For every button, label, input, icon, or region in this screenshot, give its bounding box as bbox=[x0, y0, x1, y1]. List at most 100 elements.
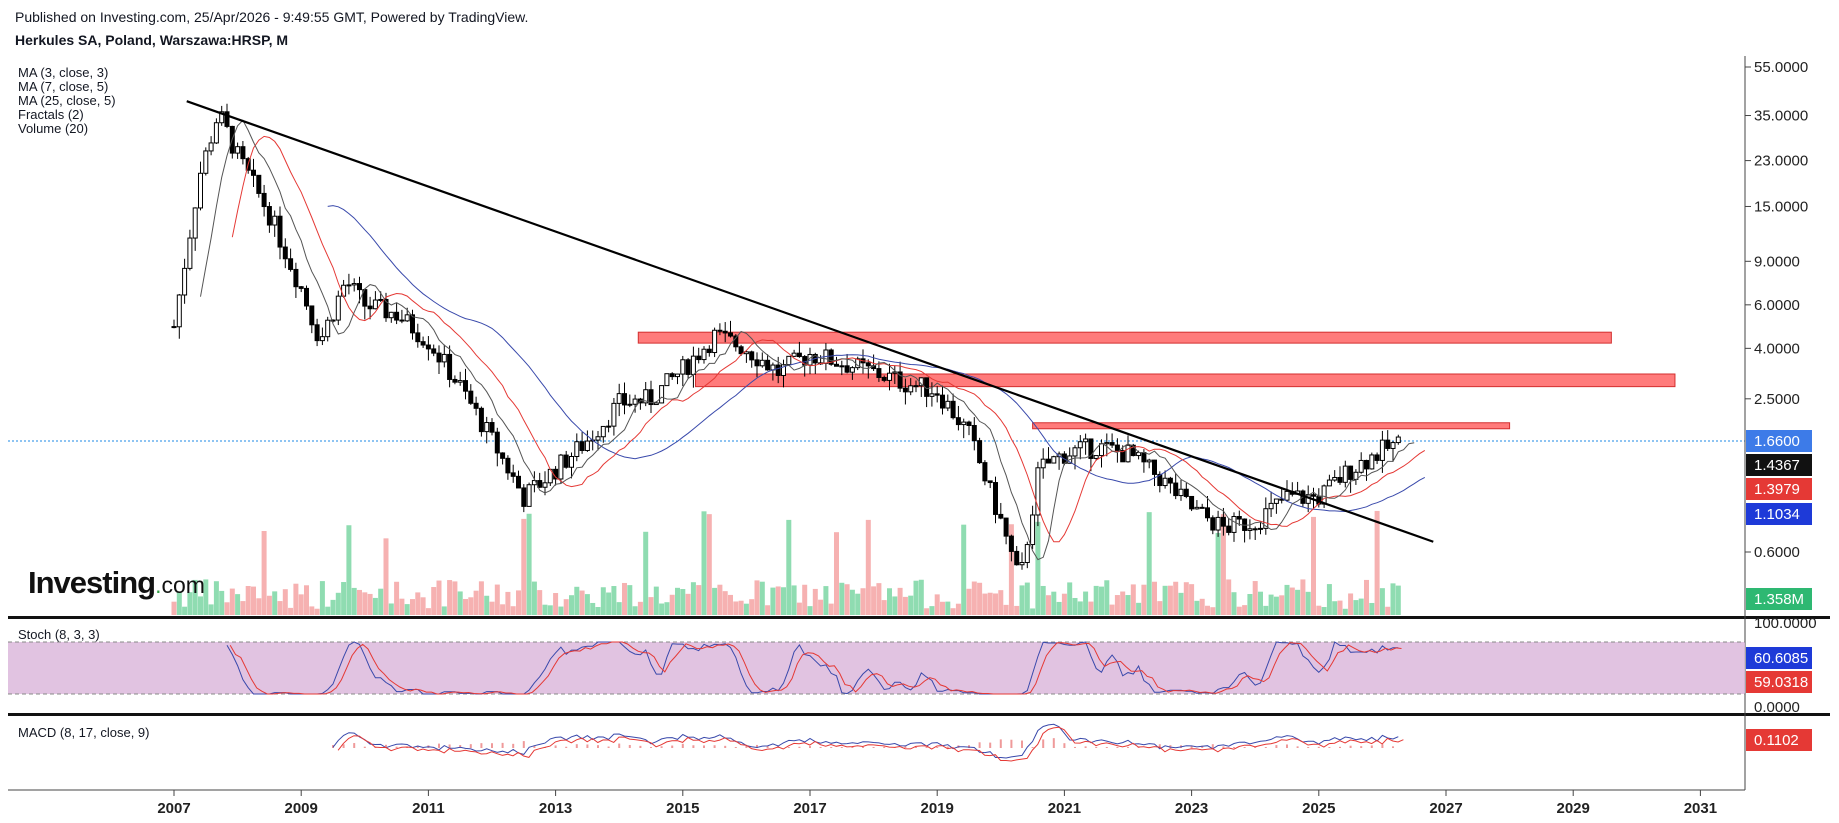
stoch-k-line bbox=[226, 641, 1399, 695]
macd-bar bbox=[363, 746, 366, 748]
candle-body bbox=[1326, 479, 1332, 487]
candle-body bbox=[457, 380, 463, 383]
volume-bar bbox=[452, 581, 458, 615]
volume-bar bbox=[1051, 591, 1057, 615]
volume-bar bbox=[887, 588, 892, 615]
volume-bar bbox=[738, 600, 744, 615]
stoch-k-badge-bg bbox=[1746, 647, 1812, 669]
candle-body bbox=[1104, 442, 1110, 445]
candle-body bbox=[1046, 458, 1051, 464]
candle-body bbox=[537, 480, 543, 488]
macd-bar bbox=[936, 747, 939, 748]
candle-body bbox=[1268, 502, 1274, 510]
legend-fractals[interactable]: Fractals (2) bbox=[18, 107, 84, 122]
candle-body bbox=[1284, 490, 1290, 501]
volume-bar bbox=[1130, 584, 1136, 615]
volume-bar bbox=[1099, 586, 1104, 615]
ma-slow-badge: 1.1034 bbox=[1754, 506, 1800, 523]
candle-body bbox=[404, 314, 410, 322]
volume-bar bbox=[229, 588, 235, 615]
candle-body bbox=[881, 376, 887, 381]
volume-bar bbox=[203, 579, 209, 615]
volume-bar bbox=[272, 591, 278, 615]
volume-bar bbox=[304, 585, 309, 615]
candle-body bbox=[420, 341, 426, 346]
symbol-title: Herkules SA, Poland, Warszawa:HRSP, M bbox=[15, 32, 289, 48]
investing-logo[interactable]: Investing.com bbox=[28, 565, 205, 600]
volume-bar bbox=[675, 587, 680, 615]
time-tick-label: 2009 bbox=[285, 800, 318, 817]
volume-bar bbox=[669, 594, 675, 615]
macd-bar bbox=[1116, 746, 1119, 748]
current-price-badge: 1.6600 bbox=[1754, 433, 1800, 450]
candle-body bbox=[786, 355, 792, 366]
ma-slow-badge-bg bbox=[1746, 503, 1812, 525]
volume-bar bbox=[367, 593, 373, 615]
candle-body bbox=[309, 305, 315, 326]
macd-bar bbox=[1275, 745, 1278, 748]
volume-bar bbox=[1268, 594, 1274, 615]
volume-bar bbox=[553, 593, 559, 615]
legend-ma7[interactable]: MA (7, close, 5) bbox=[18, 79, 109, 94]
volume-bar bbox=[1379, 588, 1385, 615]
volume-bar bbox=[1194, 600, 1200, 615]
price-tick-label: 2.5000 bbox=[1754, 391, 1800, 408]
volume-bar bbox=[431, 587, 437, 615]
volume-bar bbox=[1374, 510, 1380, 615]
macd-bar bbox=[1074, 746, 1076, 748]
candle-body bbox=[1072, 447, 1078, 457]
volume-bars bbox=[171, 510, 1401, 615]
time-tick-label: 2011 bbox=[412, 800, 445, 817]
macd-bar bbox=[660, 746, 663, 748]
legend-ma25[interactable]: MA (25, close, 5) bbox=[18, 93, 116, 108]
volume-bar bbox=[871, 586, 877, 615]
volume-bar bbox=[1067, 582, 1073, 615]
volume-bar bbox=[775, 586, 781, 615]
stoch-label[interactable]: Stoch (8, 3, 3) bbox=[18, 627, 100, 642]
ma-mid-badge: 1.3979 bbox=[1754, 481, 1800, 498]
legend-volume[interactable]: Volume (20) bbox=[18, 121, 89, 136]
ma-fast-badge-bg bbox=[1746, 454, 1812, 476]
volume-bar bbox=[1390, 583, 1396, 615]
volume-bar bbox=[1093, 585, 1099, 615]
candle-body bbox=[240, 146, 246, 160]
macd-bar bbox=[395, 746, 398, 748]
volume-bar bbox=[902, 596, 908, 615]
volume-badge: 1.358M bbox=[1754, 591, 1804, 608]
volume-bar bbox=[325, 606, 331, 615]
candle-body bbox=[791, 352, 797, 357]
volume-bar bbox=[288, 607, 294, 615]
candle-body bbox=[643, 389, 649, 404]
candle-body bbox=[182, 267, 188, 296]
candle-body bbox=[680, 359, 686, 375]
volume-bar bbox=[1024, 582, 1030, 615]
macd-bar bbox=[1349, 745, 1352, 748]
volume-bar bbox=[574, 586, 580, 615]
volume-bar bbox=[807, 606, 813, 615]
volume-bar bbox=[659, 603, 665, 615]
candle-body bbox=[1040, 458, 1046, 469]
volume-bar bbox=[314, 608, 320, 615]
macd-histogram bbox=[332, 738, 1394, 748]
volume-bar bbox=[595, 606, 601, 615]
candle-body bbox=[982, 462, 988, 482]
volume-bar bbox=[447, 580, 453, 615]
volume-bar bbox=[415, 592, 421, 615]
volume-bar bbox=[219, 590, 225, 615]
candle-body bbox=[494, 431, 500, 454]
volume-bar bbox=[457, 591, 463, 615]
legend-ma3[interactable]: MA (3, close, 3) bbox=[18, 65, 109, 80]
volume-bar bbox=[855, 593, 861, 615]
macd-bar bbox=[915, 747, 917, 748]
macd-bar bbox=[978, 742, 981, 748]
candle-body bbox=[526, 484, 532, 507]
macd-bar bbox=[1211, 744, 1214, 748]
macd-bar bbox=[745, 745, 748, 748]
time-tick-label: 2029 bbox=[1557, 800, 1590, 817]
volume-bar bbox=[653, 586, 659, 615]
volume-bar bbox=[1332, 601, 1338, 615]
macd-label[interactable]: MACD (8, 17, close, 9) bbox=[18, 725, 150, 740]
candle-body bbox=[611, 402, 617, 427]
volume-bar bbox=[892, 596, 898, 615]
